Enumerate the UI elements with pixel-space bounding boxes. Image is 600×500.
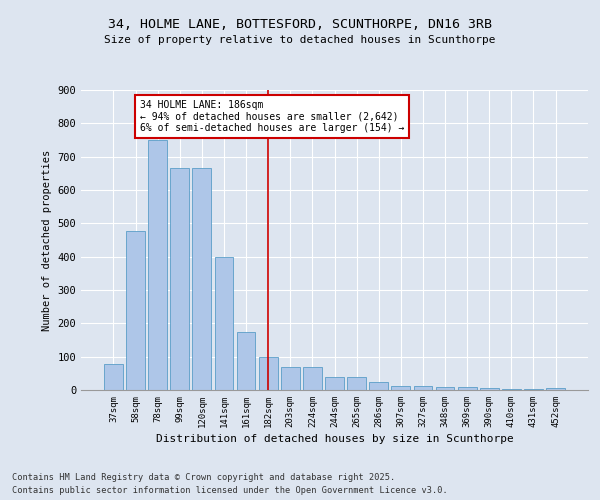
Bar: [391, 386, 410, 390]
Bar: [436, 386, 454, 390]
Bar: [104, 364, 123, 390]
Bar: [215, 258, 233, 390]
Bar: [458, 386, 476, 390]
Bar: [325, 376, 344, 390]
Text: 34, HOLME LANE, BOTTESFORD, SCUNTHORPE, DN16 3RB: 34, HOLME LANE, BOTTESFORD, SCUNTHORPE, …: [108, 18, 492, 30]
Bar: [170, 168, 189, 390]
Bar: [347, 376, 366, 390]
Bar: [193, 168, 211, 390]
Text: Contains public sector information licensed under the Open Government Licence v3: Contains public sector information licen…: [12, 486, 448, 495]
Text: Size of property relative to detached houses in Scunthorpe: Size of property relative to detached ho…: [104, 35, 496, 45]
X-axis label: Distribution of detached houses by size in Scunthorpe: Distribution of detached houses by size …: [155, 434, 514, 444]
Bar: [126, 230, 145, 390]
Bar: [546, 388, 565, 390]
Bar: [259, 356, 278, 390]
Bar: [236, 332, 256, 390]
Bar: [370, 382, 388, 390]
Y-axis label: Number of detached properties: Number of detached properties: [42, 150, 52, 330]
Text: Contains HM Land Registry data © Crown copyright and database right 2025.: Contains HM Land Registry data © Crown c…: [12, 472, 395, 482]
Bar: [148, 140, 167, 390]
Bar: [281, 366, 299, 390]
Bar: [303, 366, 322, 390]
Bar: [480, 388, 499, 390]
Bar: [413, 386, 433, 390]
Text: 34 HOLME LANE: 186sqm
← 94% of detached houses are smaller (2,642)
6% of semi-de: 34 HOLME LANE: 186sqm ← 94% of detached …: [140, 100, 404, 133]
